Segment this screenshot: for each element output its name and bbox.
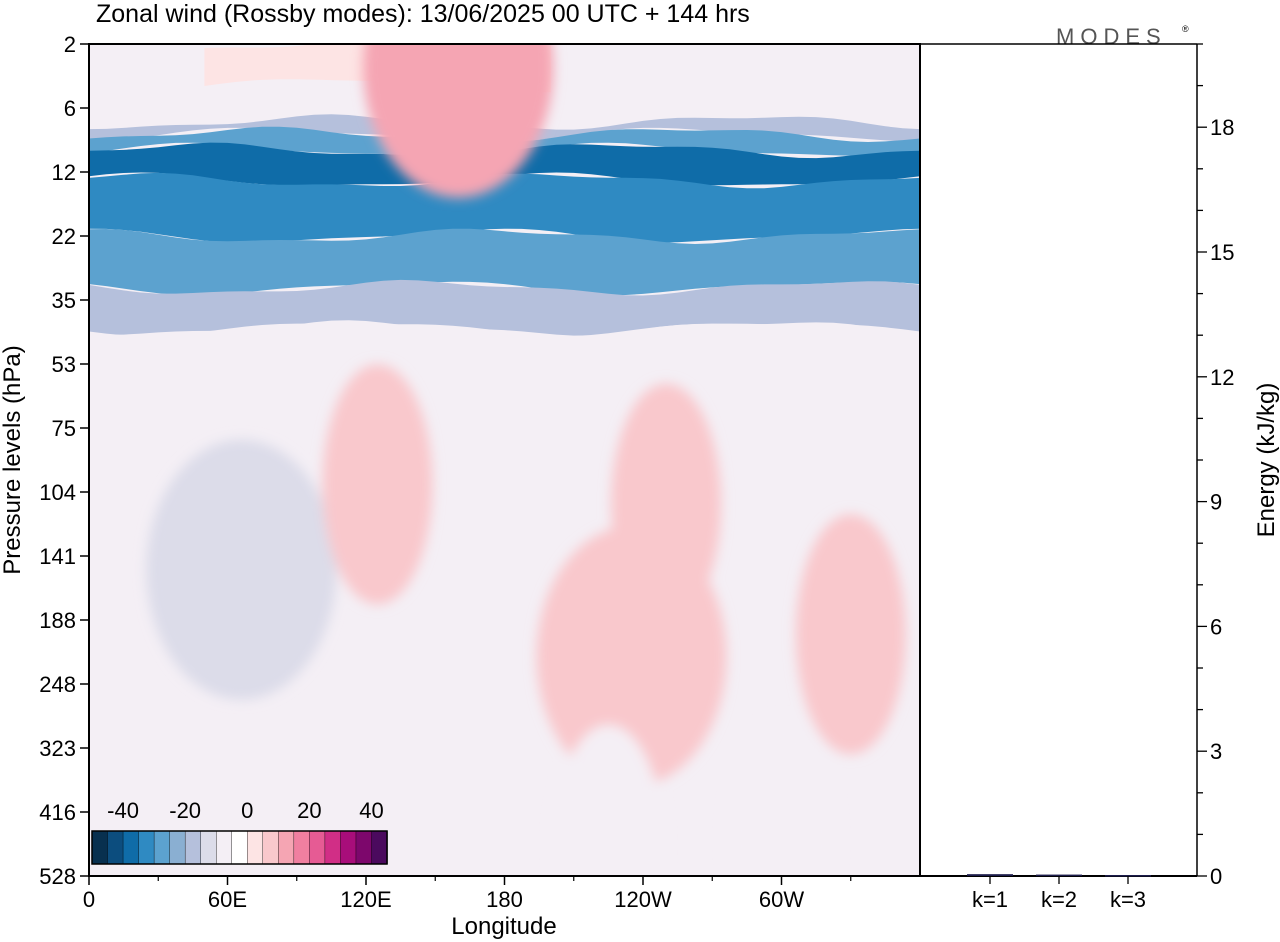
colorbar-cell bbox=[309, 830, 326, 865]
y-tick-label: 104 bbox=[39, 480, 76, 505]
brand-registered-mark: ® bbox=[1182, 24, 1189, 34]
energy-tick-label: 0 bbox=[1210, 864, 1222, 889]
y-tick-label: 528 bbox=[39, 864, 76, 889]
energy-tick-label: 15 bbox=[1210, 240, 1234, 265]
heatmap-band bbox=[89, 228, 920, 296]
y-tick-label: 416 bbox=[39, 800, 76, 825]
y-tick-label: 12 bbox=[52, 160, 76, 185]
colorbar-tick-label: -20 bbox=[169, 798, 201, 823]
energy-category-label: k=2 bbox=[1041, 887, 1077, 912]
colorbar-tick-label: 0 bbox=[241, 798, 253, 823]
colorbar-cell bbox=[324, 830, 342, 865]
y-tick-label: 75 bbox=[52, 416, 76, 441]
energy-category-label: k=1 bbox=[972, 887, 1008, 912]
heatmap-blobs bbox=[146, 44, 906, 876]
colorbar: -40 -20 0 20 40 bbox=[91, 798, 388, 865]
energy-panel: 0 3 6 9 12 15 18 k=1 k=2 k=3 Energy (kJ/kg) bbox=[919, 43, 1280, 912]
heatmap-plot-area bbox=[89, 44, 920, 876]
x-tick-label: 60W bbox=[759, 887, 804, 912]
y-tick-label: 22 bbox=[52, 224, 76, 249]
energy-bars bbox=[967, 874, 1151, 877]
colorbar-cells bbox=[91, 830, 388, 865]
y-tick-label: 188 bbox=[39, 608, 76, 633]
x-tick-label: 60E bbox=[208, 887, 247, 912]
y-axis-label: Pressure levels (hPa) bbox=[0, 345, 26, 574]
pressure-axis: 2 6 12 22 35 53 75 104 141 188 248 323 416 528 bbox=[39, 32, 89, 889]
colorbar-cell bbox=[216, 830, 233, 865]
colorbar-cell bbox=[340, 830, 357, 865]
colorbar-cell bbox=[278, 830, 295, 865]
longitude-axis: 0 60E 120E 180 120W 60W bbox=[83, 876, 852, 912]
colorbar-tick-label: -40 bbox=[107, 798, 139, 823]
y-tick-label: 141 bbox=[39, 544, 76, 569]
colorbar-ticks: -40 -20 0 20 40 bbox=[107, 798, 384, 823]
energy-tick-label: 9 bbox=[1210, 490, 1222, 515]
colorbar-cell bbox=[153, 830, 171, 865]
colorbar-cell bbox=[107, 830, 124, 865]
colorbar-tick-label: 20 bbox=[297, 798, 321, 823]
y-tick-label: 53 bbox=[52, 352, 76, 377]
colorbar-frame bbox=[91, 830, 388, 865]
colorbar-cell bbox=[371, 830, 388, 865]
colorbar-cell bbox=[247, 830, 264, 865]
heatmap-cell bbox=[363, 44, 554, 198]
energy-categories: k=1 k=2 k=3 bbox=[972, 876, 1146, 912]
energy-panel-background bbox=[920, 44, 1197, 876]
heatmap-cell bbox=[553, 724, 664, 876]
y-tick-label: 35 bbox=[52, 288, 76, 313]
colorbar-cell bbox=[122, 830, 140, 865]
colorbar-cell bbox=[169, 830, 186, 865]
heatmap-cell bbox=[322, 364, 433, 605]
heatmap-cell bbox=[146, 439, 337, 700]
energy-bar bbox=[967, 874, 1013, 876]
chart-title: Zonal wind (Rossby modes): 13/06/2025 00… bbox=[96, 0, 750, 28]
colorbar-cell bbox=[91, 830, 109, 865]
x-tick-label: 120E bbox=[340, 887, 391, 912]
colorbar-cell bbox=[138, 830, 155, 865]
energy-category-label: k=3 bbox=[1110, 887, 1146, 912]
energy-axis-label: Energy (kJ/kg) bbox=[1253, 383, 1280, 538]
heatmap-band bbox=[89, 172, 920, 243]
y-tick-label: 323 bbox=[39, 736, 76, 761]
colorbar-tick-label: 40 bbox=[359, 798, 383, 823]
colorbar-cell bbox=[231, 830, 248, 865]
colorbar-cell bbox=[355, 830, 373, 865]
y-tick-label: 6 bbox=[64, 96, 76, 121]
energy-bar bbox=[1036, 874, 1082, 877]
energy-bar bbox=[1105, 875, 1151, 877]
energy-axis: 0 3 6 9 12 15 18 bbox=[1197, 43, 1234, 889]
x-tick-label: 0 bbox=[83, 887, 95, 912]
x-axis-label: Longitude bbox=[451, 913, 556, 940]
energy-tick-label: 6 bbox=[1210, 614, 1222, 639]
heatmap-band bbox=[89, 320, 920, 369]
energy-tick-label: 3 bbox=[1210, 739, 1222, 764]
energy-tick-label: 12 bbox=[1210, 365, 1234, 390]
heatmap-cell bbox=[536, 526, 727, 787]
energy-tick-label: 18 bbox=[1210, 115, 1234, 140]
heatmap-cell bbox=[795, 514, 906, 755]
y-tick-label: 2 bbox=[64, 32, 76, 57]
y-tick-label: 248 bbox=[39, 672, 76, 697]
colorbar-cell bbox=[262, 830, 280, 865]
colorbar-cell bbox=[293, 830, 311, 865]
heatmap-cell bbox=[726, 719, 837, 876]
heatmap-band bbox=[89, 279, 920, 336]
x-tick-label: 180 bbox=[486, 887, 523, 912]
x-tick-label: 120W bbox=[614, 887, 672, 912]
colorbar-cell bbox=[200, 830, 217, 865]
colorbar-cell bbox=[184, 830, 202, 865]
